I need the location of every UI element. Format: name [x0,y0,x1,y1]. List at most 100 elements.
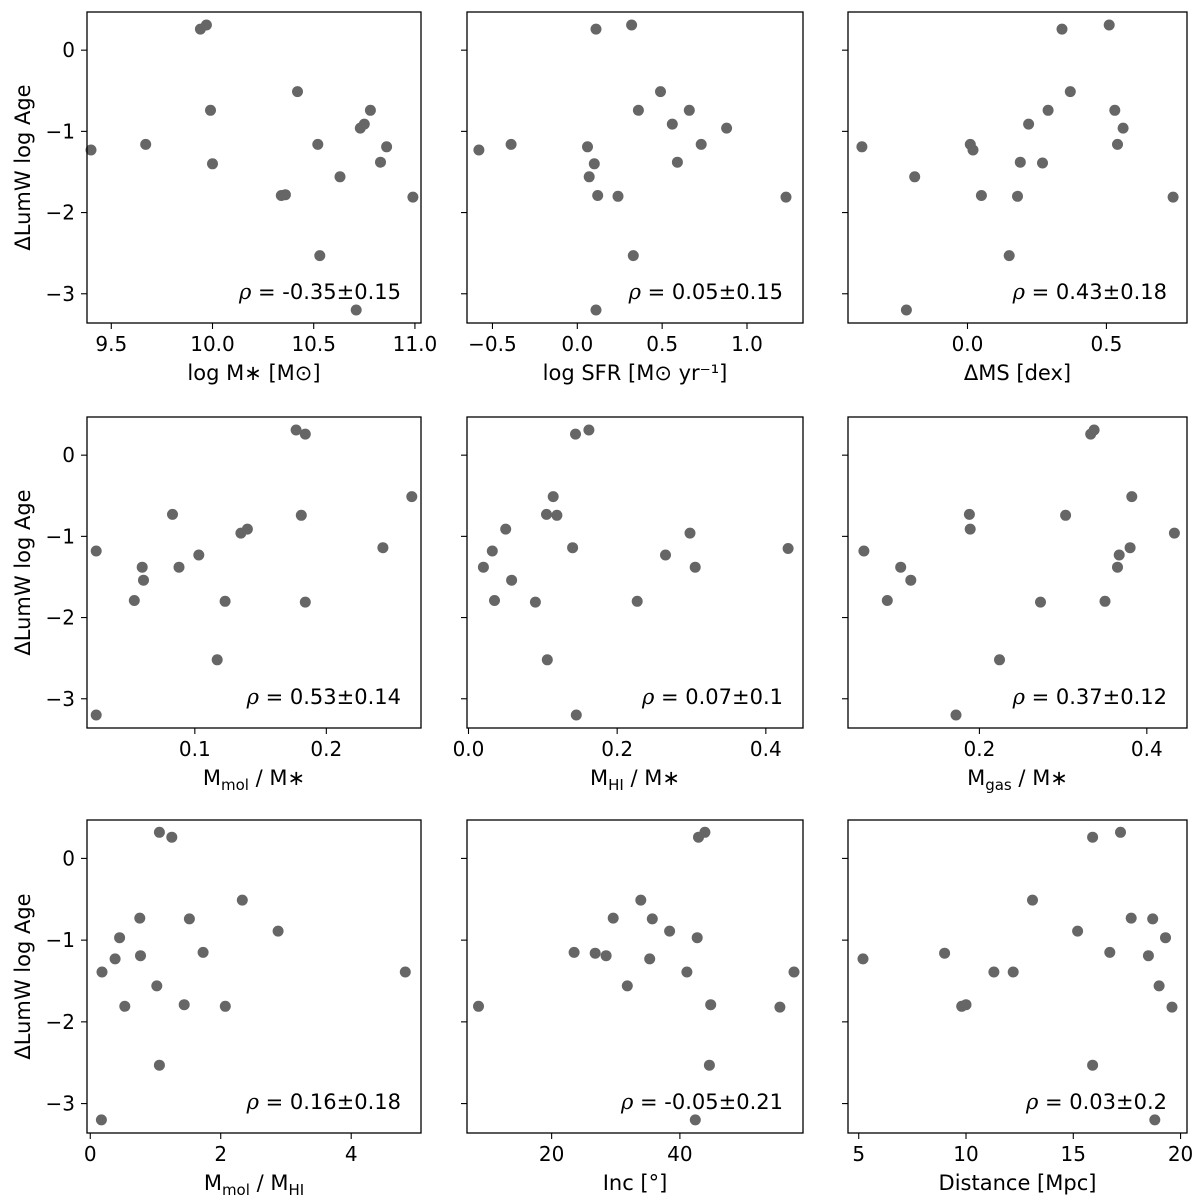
data-point [592,190,604,201]
data-point [589,947,601,959]
data-point [631,595,643,607]
data-point [1088,424,1100,436]
y-tick-label: −1 [46,524,75,548]
panel-4: 0.1 0.2 0 −1 −2 −3 Mmol / M∗ ΔLumW log Age ρ = 0… [11,416,422,794]
data-point [166,831,178,843]
axes-frame [466,416,804,729]
data-point [1117,122,1129,134]
data-point [1042,104,1054,116]
data-point [780,191,792,203]
data-point [541,508,552,520]
data-point [1014,156,1026,168]
axes-frame [847,11,1188,324]
data-point [219,1000,231,1012]
data-point [664,925,676,937]
panel-9: 5 10 15 20 Distance [Mpc] ρ = 0.03±0.2 [842,819,1193,1195]
data-point [721,122,733,134]
data-point [583,424,595,436]
x-tick-label: 0.2 [601,737,633,761]
y-tick-label: 0 [62,846,75,870]
data-point [1035,596,1046,608]
data-point [119,1000,131,1012]
data-point [671,156,683,168]
data-point [1087,1059,1099,1071]
data-point [358,118,370,130]
panel-8: 20 40 Inc [°] ρ = -0.05±0.21 [461,819,804,1195]
x-tick-label: 4 [345,1142,358,1166]
data-point [299,428,311,440]
data-point [241,523,253,535]
x-tick-label: 0.4 [750,737,782,761]
data-point [486,545,498,557]
data-point [1112,138,1123,150]
data-point [134,912,146,924]
x-tick-label: 1.0 [731,332,763,356]
data-point [774,1001,786,1013]
data-point [1160,932,1171,944]
data-point [1126,491,1138,503]
data-point [1113,549,1125,561]
x-tick-label: 0 [84,1142,97,1166]
x-tick-label: 40 [667,1142,692,1166]
data-point [689,1114,701,1126]
data-point [567,542,579,554]
data-point [138,574,149,586]
x-tick-label: 0.2 [964,737,996,761]
data-point [1166,1001,1178,1013]
data-point [505,138,517,150]
data-point [153,1059,165,1071]
x-axis-label: ΔMS [dex] [964,361,1071,385]
data-point [350,304,362,316]
x-tick-label: 20 [539,1142,564,1166]
x-tick-label: 20 [1168,1142,1193,1166]
data-point [193,549,205,561]
y-axis-label: ΔLumW log Age [11,893,35,1059]
data-point [964,523,976,535]
data-point [695,138,707,150]
data-point [644,953,656,965]
data-point [1124,542,1136,554]
data-point [960,999,972,1011]
x-axis-label: Mmol / M∗ [203,766,305,794]
data-point [153,826,165,838]
panel-5: 0.0 0.2 0.4 MHI / M∗ ρ = 0.07±0.1 [453,416,804,794]
data-point [1147,913,1159,925]
data-point [140,138,152,150]
y-tick-label: −1 [46,119,75,143]
x-tick-label: 0.4 [1131,737,1163,761]
data-point [1109,104,1121,116]
data-point [529,596,541,608]
data-point [666,118,678,130]
data-point [1007,966,1019,978]
x-tick-label: 15 [1061,1142,1086,1166]
x-axis-label: Mgas / M∗ [967,766,1068,794]
data-point [600,950,612,962]
data-point [109,953,121,965]
x-tick-label: 10 [953,1142,978,1166]
data-point [632,104,644,116]
data-point [1056,23,1068,35]
axes-frame [466,819,804,1134]
data-point [1072,925,1084,937]
x-tick-label: −0.5 [468,332,517,356]
correlation-annotation: ρ = 0.53±0.14 [246,685,401,709]
data-point [856,141,868,153]
data-point [1167,191,1179,203]
y-tick-label: −2 [46,201,75,225]
data-point [857,953,869,965]
panel-3: 0.0 0.5 ΔMS [dex] ρ = 0.43±0.18 [842,11,1188,385]
correlation-annotation: ρ = 0.07±0.1 [641,685,783,709]
data-point [699,826,711,838]
data-point [551,509,563,521]
data-point [506,574,518,586]
data-point [114,932,126,944]
panel-6: 0.2 0.4 Mgas / M∗ ρ = 0.37±0.12 [842,416,1188,794]
data-point [583,171,595,183]
correlation-annotation: ρ = 0.37±0.12 [1012,685,1167,709]
data-point [136,561,148,573]
x-tick-label: 0.5 [1091,332,1123,356]
data-point [207,158,218,170]
data-point [151,980,163,992]
data-point [705,999,717,1011]
